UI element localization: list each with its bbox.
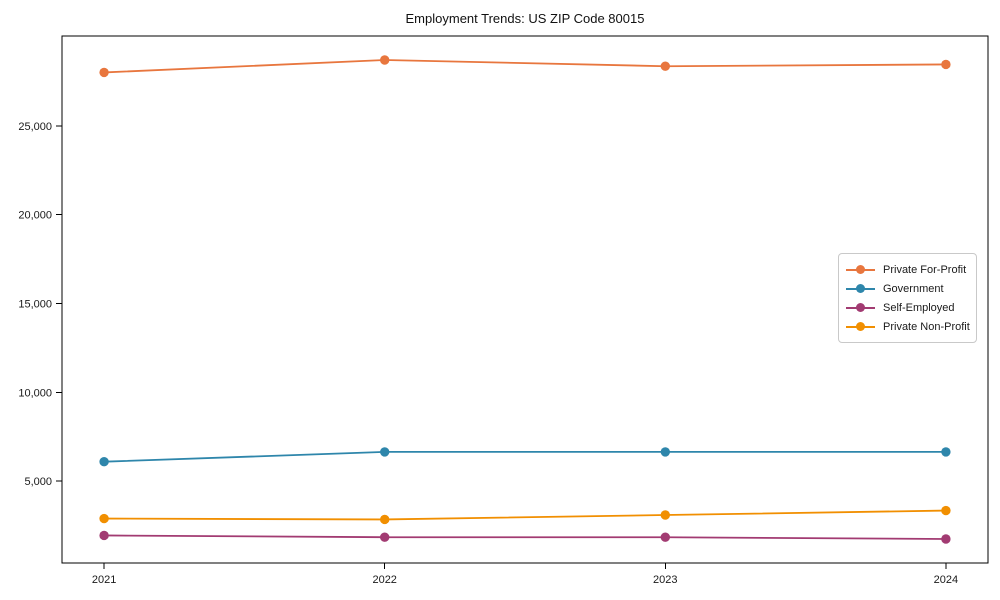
- y-tick-label: 5,000: [24, 476, 52, 488]
- data-point-self-employed-2024: [941, 534, 951, 544]
- legend-label-private-non-profit: Private Non-Profit: [883, 320, 970, 333]
- data-point-private-for-profit-2024: [941, 59, 951, 70]
- data-point-private-non-profit-2023: [660, 510, 671, 520]
- legend-line-marker-icon: [846, 283, 875, 294]
- legend-label-private-for-profit: Private For-Profit: [883, 263, 967, 276]
- data-point-self-employed-2021: [99, 530, 109, 541]
- x-tick-label: 2021: [92, 574, 116, 586]
- data-point-self-employed-2023: [660, 532, 671, 542]
- legend-item-government: Government: [846, 279, 969, 298]
- chart-title: Employment Trends: US ZIP Code 80015: [405, 11, 645, 26]
- legend-line-marker-icon: [846, 264, 875, 275]
- x-tick-label: 2023: [653, 574, 677, 586]
- legend-line-marker-icon: [846, 321, 875, 332]
- plot-border: [61, 35, 989, 564]
- legend-item-private-non-profit: Private Non-Profit: [846, 317, 970, 336]
- data-point-private-for-profit-2021: [99, 67, 109, 78]
- data-point-government-2021: [99, 456, 109, 467]
- data-point-government-2023: [660, 447, 671, 457]
- data-point-private-for-profit-2023: [660, 61, 671, 71]
- legend-line-marker-icon: [846, 302, 875, 313]
- legend-label-government: Government: [883, 282, 944, 295]
- y-tick-label: 20,000: [18, 210, 52, 222]
- data-point-self-employed-2022: [379, 532, 390, 542]
- data-point-private-non-profit-2021: [99, 513, 109, 524]
- data-point-private-non-profit-2024: [941, 505, 951, 516]
- y-tick-label: 25,000: [18, 121, 52, 133]
- data-point-government-2022: [379, 447, 390, 457]
- series-line-government: [103, 451, 947, 463]
- chart-legend: Private For-Profit Government Self-Employe…: [838, 253, 977, 343]
- series-line-private-non-profit: [103, 509, 947, 521]
- data-point-government-2024: [941, 447, 951, 457]
- x-tick-label: 2022: [372, 574, 396, 586]
- legend-item-self-employed: Self-Employed: [846, 298, 969, 317]
- data-point-private-non-profit-2022: [379, 514, 390, 525]
- y-tick-label: 10,000: [18, 387, 52, 399]
- x-tick-label: 2024: [934, 574, 958, 586]
- y-tick-label: 15,000: [18, 298, 52, 310]
- series-line-private-for-profit: [103, 59, 947, 74]
- legend-item-private-for-profit: Private For-Profit: [846, 260, 969, 279]
- data-point-private-for-profit-2022: [379, 55, 390, 65]
- legend-label-self-employed: Self-Employed: [883, 301, 955, 314]
- series-line-self-employed: [103, 534, 947, 540]
